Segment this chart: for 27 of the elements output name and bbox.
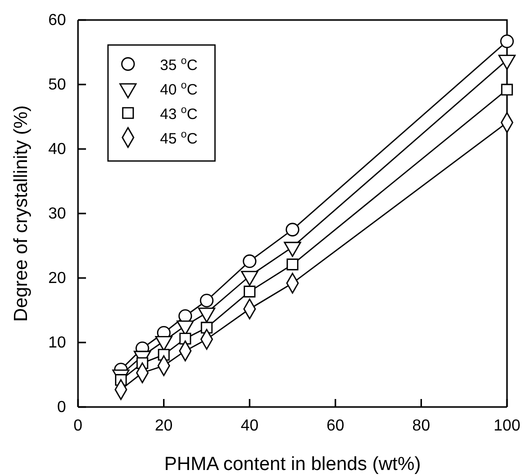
x-tick-label: 80 xyxy=(412,417,430,434)
y-axis-title: Degree of crystallinity (%) xyxy=(11,105,32,322)
x-tick-label: 60 xyxy=(326,417,344,434)
y-tick-label: 50 xyxy=(48,76,66,94)
legend-label: 45 $^{o}$C xyxy=(160,128,198,148)
x-tick-label: 0 xyxy=(74,417,83,434)
point xyxy=(286,222,300,236)
y-tick-label: 0 xyxy=(57,399,66,416)
legend-label: 40 $^{o}$C xyxy=(160,80,198,98)
y-tick-label: 20 xyxy=(48,270,66,288)
y-tick-label: 10 xyxy=(48,334,66,352)
point xyxy=(286,258,298,270)
x-tick-label: 100 xyxy=(494,417,520,434)
point xyxy=(501,84,513,96)
point xyxy=(244,286,256,298)
x-axis-title: PHMA content in blends (wt%) xyxy=(164,454,421,475)
point xyxy=(179,332,192,345)
point xyxy=(200,294,214,308)
y-tick-label: 40 xyxy=(48,141,66,158)
y-tick-label: 60 xyxy=(48,12,66,30)
x-tick-label: 40 xyxy=(240,417,259,434)
x-tick-label: 20 xyxy=(154,417,173,434)
y-tick-label: 30 xyxy=(48,206,66,223)
legend-label: 43 $^{o}$C xyxy=(160,104,198,123)
point xyxy=(500,34,514,48)
point xyxy=(242,254,256,268)
legend-label: 35 $^{o}$C xyxy=(160,55,198,74)
